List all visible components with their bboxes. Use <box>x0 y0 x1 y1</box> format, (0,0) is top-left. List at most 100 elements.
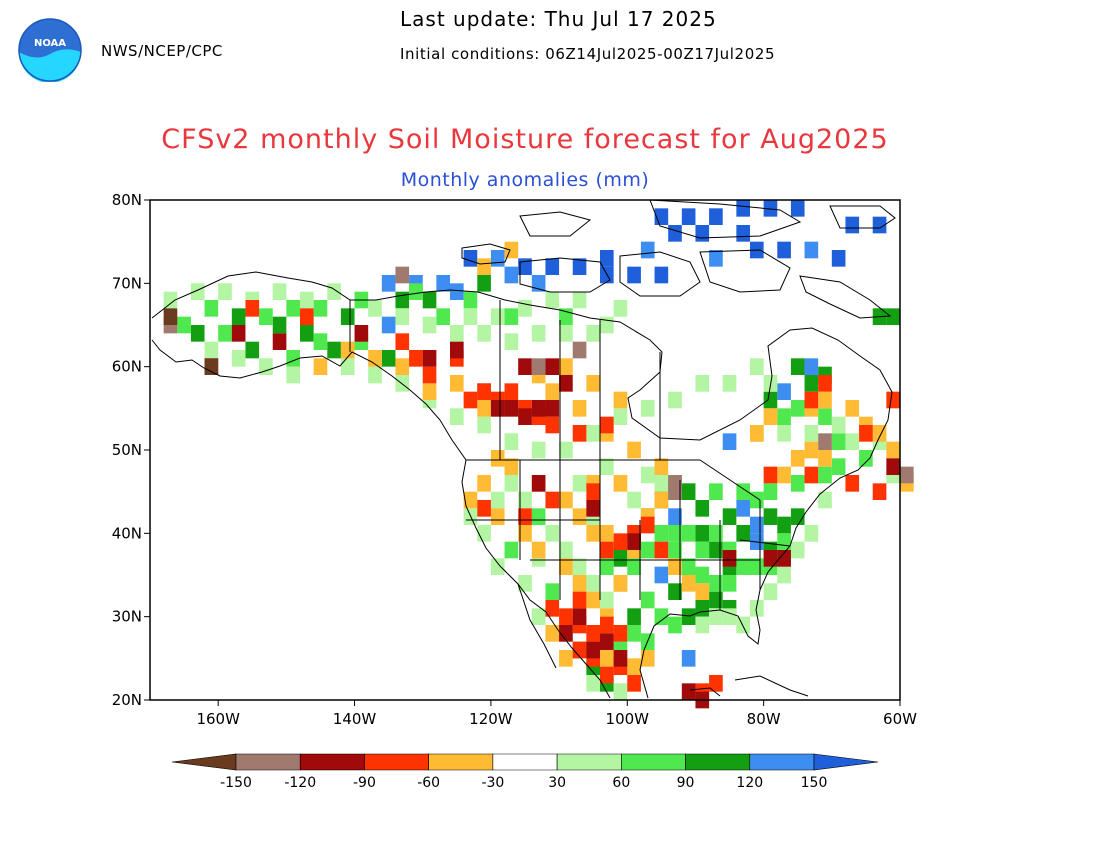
anomaly-cell-dry_60 <box>572 425 587 442</box>
noaa-logo-icon: NOAA <box>18 18 82 82</box>
anomaly-cell-wet_90 <box>831 458 846 475</box>
anomaly-cell-dry_60 <box>818 375 832 392</box>
anomaly-cell-wet_60 <box>272 283 287 300</box>
anomaly-cell-wet_90 <box>313 333 328 350</box>
anomaly-cell-wet_150 <box>668 508 682 525</box>
anomaly-cell-wet_90 <box>286 300 300 317</box>
anomaly-cell-dry_30 <box>818 391 832 409</box>
anomaly-cell-very_wet <box>777 241 791 259</box>
anomaly-cell-dry_60 <box>640 516 655 534</box>
anomaly-cell-dry_30 <box>818 450 832 467</box>
anomaly-cell-dry_30 <box>572 575 587 592</box>
anomaly-cell-dry_60 <box>600 666 614 684</box>
anomaly-cell-dry_60 <box>600 541 614 559</box>
longitude-axis: 160W 140W 120W 100W 80W 60W <box>196 700 917 728</box>
colorbar-label: 60 <box>612 775 630 791</box>
anomaly-cell-dry_30 <box>477 475 491 492</box>
anomaly-cell-very_wet <box>545 258 560 275</box>
anomaly-cell-wet_60 <box>804 425 819 442</box>
anomaly-cell-wet_60 <box>395 375 410 392</box>
lon-tick-label: 120W <box>469 710 513 728</box>
anomaly-cell-very_wet <box>709 208 723 225</box>
anomaly-cell-wet_60 <box>368 300 382 317</box>
anomaly-cell-dry_30 <box>613 575 628 592</box>
anomaly-cell-wet_60 <box>695 375 710 392</box>
lat-tick-label: 20N <box>112 691 142 709</box>
anomaly-cell-dry_30 <box>668 558 682 575</box>
anomaly-cell-wet_90 <box>668 541 682 559</box>
anomaly-cell-wet_150 <box>436 275 450 292</box>
anomaly-cell-wet_60 <box>559 325 573 342</box>
anomaly-cell-very_wet <box>668 225 682 242</box>
anomaly-cell-wet_60 <box>477 416 491 434</box>
anomaly-cell-dry_30 <box>777 466 791 484</box>
anomaly-cell-wet_90 <box>627 558 641 575</box>
anomaly-cell-wet_90 <box>259 308 273 325</box>
anomaly-cell-wet_120 <box>627 608 641 625</box>
anomaly-cell-wet_120 <box>477 275 491 292</box>
anomaly-cell-wet_60 <box>163 291 178 309</box>
anomaly-cell-very_wet <box>736 200 750 217</box>
anomaly-cell-wet_60 <box>763 583 778 600</box>
anomaly-cell-dry_150 <box>204 358 219 375</box>
anomaly-cell-wet_150 <box>681 650 696 667</box>
anomaly-cell-dry_30 <box>531 541 546 559</box>
anomaly-cell-wet_150 <box>381 275 396 292</box>
anomaly-cell-wet_60 <box>518 575 532 592</box>
anomaly-cell-dry_30 <box>695 583 710 600</box>
anomaly-cell-dry_30 <box>490 508 505 525</box>
anomaly-cell-dry_30 <box>654 458 669 475</box>
anomaly-cell-wet_60 <box>627 491 641 509</box>
anomaly-cell-wet_60 <box>327 283 341 300</box>
anomaly-cell-very_wet <box>600 250 614 267</box>
colorbar-label: -150 <box>220 775 252 791</box>
colorbar-swatch <box>428 753 494 771</box>
anomaly-cell-dry_60 <box>845 475 860 492</box>
anomaly-cell-very_wet <box>654 266 669 284</box>
anomaly-cell-wet_60 <box>463 308 478 325</box>
anomaly-cell-wet_120 <box>722 508 737 525</box>
anomaly-cell-wet_90 <box>790 400 805 417</box>
anomaly-cell-dry_60 <box>709 675 723 692</box>
anomaly-cell-dry_30 <box>790 450 805 467</box>
anomaly-cell-dry_90 <box>545 400 560 417</box>
anomaly-cell-wet_90 <box>722 575 737 592</box>
anomaly-cell-dry_60 <box>586 625 600 642</box>
anomaly-cells <box>163 200 914 709</box>
anomaly-cell-dry_60 <box>872 483 887 500</box>
colorbar-label: 90 <box>677 775 695 791</box>
anomaly-cell-very_wet <box>736 225 750 242</box>
lon-tick-label: 80W <box>747 710 781 728</box>
anomaly-cell-wet_60 <box>736 616 750 634</box>
anomaly-cell-wet_60 <box>559 541 573 559</box>
anomaly-cell-wet_150 <box>777 383 791 400</box>
anomaly-cell-wet_90 <box>654 608 669 625</box>
lon-tick-label: 160W <box>196 710 240 728</box>
anomaly-cell-dry_30 <box>750 425 764 442</box>
anomaly-cell-dry_90 <box>450 341 464 359</box>
anomaly-cell-wet_120 <box>681 608 696 625</box>
anomaly-cell-dry_30 <box>572 508 587 525</box>
anomaly-cell-dry_60 <box>518 508 532 525</box>
anomaly-cell-wet_90 <box>409 283 423 300</box>
colorbar-swatch <box>171 753 237 771</box>
anomaly-cell-wet_120 <box>190 325 205 342</box>
anomaly-cell-dry_120 <box>531 358 546 375</box>
anomaly-cell-wet_120 <box>695 500 710 517</box>
anomaly-cell-dry_120 <box>668 483 682 500</box>
anomaly-cell-dry_90 <box>681 683 696 700</box>
anomaly-cell-dry_60 <box>545 600 560 617</box>
colorbar-label: -120 <box>284 775 316 791</box>
anomaly-cell-wet_90 <box>818 466 832 484</box>
anomaly-cell-dry_90 <box>613 650 628 667</box>
anomaly-cell-dry_30 <box>490 450 505 467</box>
anomaly-cell-wet_150 <box>490 250 505 267</box>
colorbar-swatch <box>492 753 558 771</box>
anomaly-cell-very_wet <box>845 216 860 234</box>
anomaly-cell-wet_150 <box>804 358 819 375</box>
anomaly-cell-dry_90 <box>545 358 560 375</box>
anomaly-cell-wet_90 <box>600 558 614 575</box>
anomaly-cell-wet_120 <box>804 375 819 392</box>
anomaly-cell-wet_120 <box>381 350 396 367</box>
anomaly-cell-dry_90 <box>559 375 573 392</box>
